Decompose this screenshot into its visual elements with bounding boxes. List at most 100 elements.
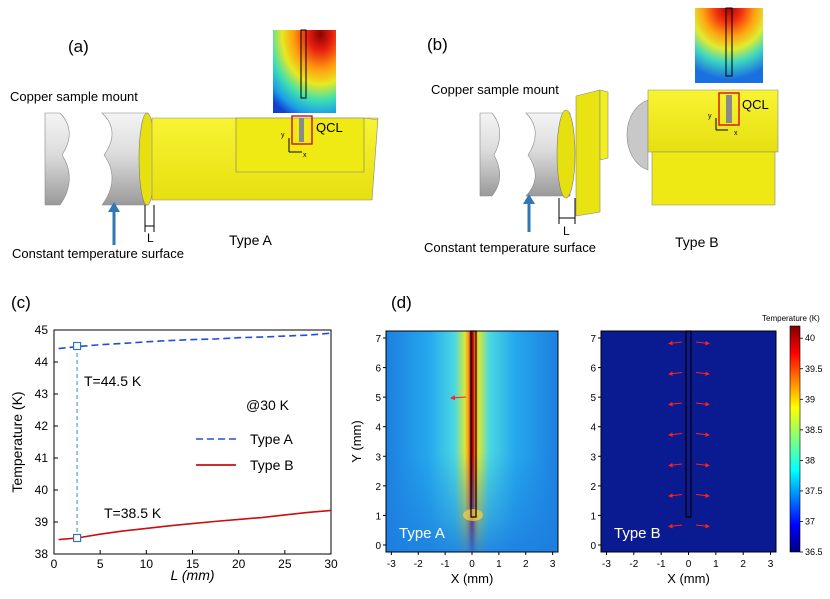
heat-arrow-b xyxy=(523,194,535,232)
series-line-type-b xyxy=(58,509,332,541)
heatmap-b-ytick-label: 7 xyxy=(590,334,596,345)
flux-arrow xyxy=(668,523,683,529)
qcl-chip-b xyxy=(726,95,732,123)
flux-arrow xyxy=(695,493,710,498)
panel-a-label: (a) xyxy=(68,37,89,56)
type-a-label: Type A xyxy=(229,232,272,248)
heatmap-a-ytick-label: 0 xyxy=(375,541,381,552)
heatmap-a-hot-tail xyxy=(463,509,483,521)
plot-c-legend: Type A Type B xyxy=(196,431,294,473)
svg-text:x: x xyxy=(303,152,307,159)
qcl-label-b: QCL xyxy=(742,97,769,112)
heatmap-a-type-label: Type A xyxy=(399,525,445,542)
heatmap-a-flux-arrow xyxy=(450,395,467,401)
temperature-inset-b xyxy=(695,8,763,83)
heatmap-b-xtick-label: 0 xyxy=(686,559,692,570)
heatmap-b-xtick-label: 3 xyxy=(768,559,774,570)
svg-text:y: y xyxy=(281,132,285,139)
heatmap-b-background xyxy=(601,331,776,552)
heatmap-b-xtick-label: -1 xyxy=(657,559,666,570)
flux-arrow xyxy=(695,432,710,437)
heatmap-b-flux-arrows xyxy=(668,340,710,529)
flux-arrow xyxy=(695,371,710,376)
colorbar-tick-label: 38.5 xyxy=(805,425,823,435)
plot-c-xtick-label: 25 xyxy=(278,557,292,571)
plot-c-ticks: 0 5 10 15 20 25 30 38 39 40 41 42 43 44 45 L (mm) Temper… xyxy=(9,323,338,583)
length-indicator-b: L xyxy=(558,198,576,238)
plot-c-xtick-label: 15 xyxy=(186,557,200,571)
colorbar-tick-label: 37.5 xyxy=(805,486,823,496)
inset-chip-b xyxy=(725,7,733,77)
qcl-label-a: QCL xyxy=(316,120,343,135)
heatmap-b-xlabel: X (mm) xyxy=(667,571,710,586)
colorbar xyxy=(789,325,801,553)
heatmap-a-ytick-label: 5 xyxy=(375,393,381,404)
copper-mount-b xyxy=(479,99,649,199)
sample-block-b xyxy=(575,89,779,217)
sample-block-a xyxy=(151,117,379,201)
heat-arrow-a xyxy=(108,202,120,245)
flux-arrow xyxy=(695,401,710,407)
plot-c-marker xyxy=(72,341,82,351)
heatmap-a-xlabel: X (mm) xyxy=(451,571,494,586)
inset-chip-a xyxy=(300,29,307,99)
heatmap-b-ytick-label: 0 xyxy=(590,541,596,552)
flux-arrow xyxy=(668,462,683,468)
plot-c-ytick-label: 44 xyxy=(35,355,49,369)
heatmap-a-ytick-label: 1 xyxy=(375,511,381,522)
panel-b-mount-label: Copper sample mount xyxy=(431,82,559,97)
flux-arrow xyxy=(668,371,683,376)
plot-c-condition: @30 K xyxy=(246,397,290,413)
series-line-type-a xyxy=(58,332,332,350)
plot-c-ytick-label: 45 xyxy=(35,323,49,337)
colorbar-tick-label: 39.5 xyxy=(805,364,823,374)
flux-arrow xyxy=(668,432,683,437)
heatmap-a-xtick-label: 0 xyxy=(469,559,475,570)
legend-label-type-a: Type A xyxy=(250,431,293,447)
plot-c-xtick-label: 0 xyxy=(51,557,58,571)
colorbar-tick-label: 40 xyxy=(805,333,815,343)
svg-text:L: L xyxy=(147,231,154,245)
qcl-box-a xyxy=(291,115,313,145)
plot-c-ytick-label: 39 xyxy=(35,515,49,529)
plot-c-annotation-a: T=44.5 K xyxy=(84,373,142,389)
surface-label-a: Constant temperature surface xyxy=(12,246,184,261)
svg-text:L: L xyxy=(563,224,570,238)
panel-b-label: (b) xyxy=(427,35,448,54)
heatmap-a-xtick-label: -1 xyxy=(441,559,450,570)
copper-mount-a xyxy=(44,112,156,206)
panel-d: (d) Type A Type B -3 -2 -1 0 1 2 3 0 1 2 3 4 5 6 7 X (m… xyxy=(349,293,823,586)
plot-c-xlabel: L (mm) xyxy=(170,567,214,583)
plot-c-ytick-label: 42 xyxy=(35,419,49,433)
legend-label-type-b: Type B xyxy=(250,457,294,473)
plot-c-ytick-label: 40 xyxy=(35,483,49,497)
heatmap-b-ytick-label: 4 xyxy=(590,423,596,434)
plot-c-xtick-label: 20 xyxy=(232,557,246,571)
heatmap-a-ytick-label: 2 xyxy=(375,482,381,493)
heatmap-a-ytick-label: 4 xyxy=(375,423,381,434)
flux-arrow xyxy=(695,340,710,346)
flux-arrow xyxy=(668,401,683,407)
svg-text:y: y xyxy=(708,113,712,120)
colorbar-tick-label: 37 xyxy=(805,516,815,526)
flux-arrow xyxy=(668,493,683,498)
panel-c: (c) 0 5 10 15 20 25 30 38 39 40 41 42 43 44 45 L (mm) Te… xyxy=(9,293,338,583)
heatmap-b-xtick-label: 1 xyxy=(713,559,719,570)
heatmap-b-xtick-label: 2 xyxy=(740,559,746,570)
qcl-chip-a xyxy=(299,118,304,142)
plot-c-ytick-label: 41 xyxy=(35,451,49,465)
heatmap-a-ytick-label: 7 xyxy=(375,334,381,345)
plot-c-ylabel: Temperature (K) xyxy=(9,391,25,492)
panel-c-label: (c) xyxy=(11,293,31,312)
heatmap-ticks: -3 -2 -1 0 1 2 3 0 1 2 3 4 5 6 7 X (mm) Y (mm) -3 -2 -1 0 1 2 3… xyxy=(349,334,774,586)
plot-c-ytick-label: 43 xyxy=(35,387,49,401)
heatmap-b-ytick-label: 6 xyxy=(590,364,596,375)
colorbar-tick-label: 39 xyxy=(805,394,815,404)
axes-icon-b: y x xyxy=(708,113,738,137)
plot-c-annotation-b: T=38.5 K xyxy=(104,505,162,521)
plot-c-series xyxy=(58,332,332,543)
temperature-inset-a xyxy=(273,30,336,113)
plot-c-xtick-label: 30 xyxy=(324,557,338,571)
colorbar-tick-label: 38 xyxy=(805,455,815,465)
